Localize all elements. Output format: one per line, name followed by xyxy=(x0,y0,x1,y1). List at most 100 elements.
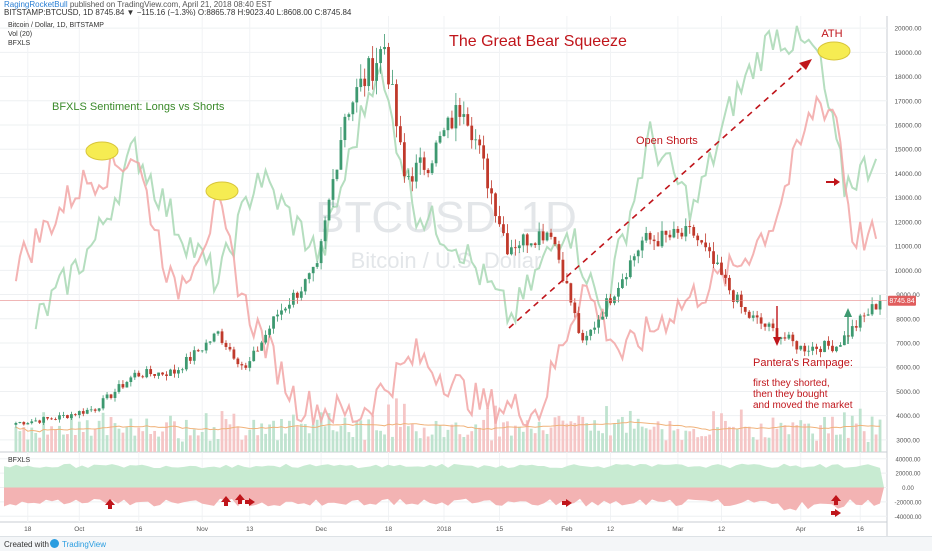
volume-bar xyxy=(529,428,533,452)
time-tick-15: 15 xyxy=(496,526,504,533)
candle-body xyxy=(680,232,684,237)
candle-body xyxy=(842,335,846,346)
watermark-symbol: BTCUSD, 1D xyxy=(315,193,577,242)
candle-body xyxy=(121,384,125,388)
candle-body xyxy=(589,329,593,336)
candle-body xyxy=(406,176,410,177)
volume-bar xyxy=(331,430,335,452)
candle-body xyxy=(347,114,351,117)
volume-bar xyxy=(846,437,850,452)
time-tick-18: 18 xyxy=(385,526,393,533)
volume-bar xyxy=(716,427,719,452)
candle-body xyxy=(553,236,557,245)
author-link[interactable]: RagingRocketBull xyxy=(4,0,68,9)
volume-bar xyxy=(688,431,692,452)
price-tick-4000: 4000.00 xyxy=(896,413,920,420)
bfxls-right-arrow-icon xyxy=(562,499,572,507)
candle-body xyxy=(878,300,882,310)
candle-body xyxy=(597,319,600,328)
bfxls-up-arrow-icon xyxy=(831,495,841,505)
volume-bar xyxy=(137,427,141,452)
tradingview-link[interactable]: TradingView xyxy=(62,540,107,549)
candle-body xyxy=(109,394,113,398)
candle-body xyxy=(692,227,696,236)
time-tick-2018: 2018 xyxy=(437,526,452,533)
publish-line: RagingRocketBull published on TradingVie… xyxy=(4,0,272,9)
pantera-up-arrowhead xyxy=(844,308,852,317)
time-tick-16: 16 xyxy=(135,526,143,533)
candle-body xyxy=(212,333,216,342)
volume-bar xyxy=(510,435,513,452)
bfxls-tick-20000: 20000.00 xyxy=(895,472,921,478)
volume-bar xyxy=(728,426,731,452)
candle-body xyxy=(446,117,450,131)
candle-body xyxy=(89,409,93,411)
volume-bar xyxy=(731,426,735,452)
candle-body xyxy=(827,340,830,346)
candle-body xyxy=(418,157,422,163)
candle-body xyxy=(387,46,390,85)
volume-bar xyxy=(367,419,371,452)
volume-bar xyxy=(513,425,517,452)
candle-body xyxy=(613,296,616,304)
candle-body xyxy=(311,266,315,274)
volume-bar xyxy=(783,425,787,452)
volume-bar xyxy=(739,409,743,452)
candle-body xyxy=(38,420,42,423)
candle-body xyxy=(236,358,240,365)
time-tick-13: 13 xyxy=(246,526,254,533)
volume-bar xyxy=(490,440,493,452)
candle-body xyxy=(240,364,244,366)
volume-bar xyxy=(244,435,248,452)
volume-bar xyxy=(870,416,874,452)
chart-canvas[interactable]: BTCUSD, 1D Bitcoin / U.S. Dollar 3000.00… xyxy=(0,0,932,536)
volume-bar xyxy=(311,424,315,452)
candle-body xyxy=(232,349,236,359)
candle-body xyxy=(133,372,137,378)
candle-body xyxy=(458,105,462,117)
candle-body xyxy=(367,58,371,87)
candle-body xyxy=(545,232,549,241)
volume-bar xyxy=(835,434,838,452)
volume-bar xyxy=(180,441,184,452)
candle-body xyxy=(807,350,811,352)
candle-body xyxy=(831,345,834,352)
volume-bar xyxy=(720,413,723,452)
time-axis[interactable]: 18 Oct 16 Nov 13 Dec 18 2018 15 Feb 12 Mar 12 Apr 16 xyxy=(24,526,864,533)
volume-bar xyxy=(383,434,386,452)
candle-body xyxy=(510,247,513,255)
price-axis[interactable]: 3000.00 4000.00 5000.00 6000.00 7000.00 8000.… xyxy=(894,26,921,445)
candle-body xyxy=(755,315,759,318)
volume-bar xyxy=(379,430,382,452)
candle-body xyxy=(359,78,363,88)
volume-ma-line xyxy=(15,421,880,433)
candle-body xyxy=(46,417,49,419)
volume-bar xyxy=(133,435,137,452)
volume-bars xyxy=(14,398,882,452)
volume-bar xyxy=(391,436,394,452)
candle-body xyxy=(573,302,577,314)
candle-body xyxy=(50,418,53,420)
volume-bar xyxy=(38,437,42,452)
candle-body xyxy=(466,114,470,126)
candle-body xyxy=(426,169,430,174)
bfxls-shorts-area xyxy=(4,487,884,511)
volume-bar xyxy=(355,420,359,452)
candle-body xyxy=(391,84,394,85)
volume-bar xyxy=(149,434,153,452)
candle-body xyxy=(747,311,751,318)
volume-bar xyxy=(462,437,466,452)
candle-body xyxy=(30,421,34,424)
bfxls-axis[interactable]: 40000.00 20000.00 0.00 -20000.00 -40000.00 xyxy=(894,457,922,521)
candle-body xyxy=(375,63,378,81)
candle-body xyxy=(26,423,30,425)
candle-body xyxy=(434,142,438,164)
volume-bar xyxy=(636,418,640,452)
volume-bar xyxy=(704,436,708,452)
open-shorts-trend-line xyxy=(508,63,807,329)
candle-body xyxy=(743,306,747,312)
candle-body xyxy=(379,49,382,64)
candle-body xyxy=(192,350,196,361)
volume-bar xyxy=(807,423,811,452)
volume-bar xyxy=(506,421,509,452)
